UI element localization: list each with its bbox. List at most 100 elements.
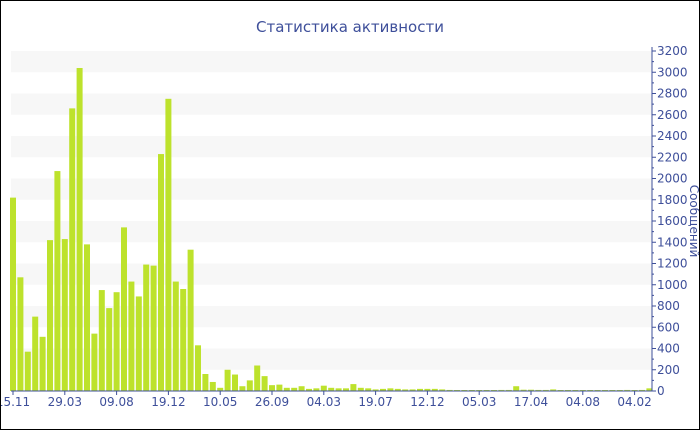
- bar: [350, 384, 357, 391]
- bar: [187, 249, 194, 391]
- bar: [550, 389, 557, 391]
- y-tick-label: 1400: [657, 235, 688, 249]
- bar: [217, 387, 224, 391]
- bar: [276, 384, 283, 391]
- grid-band: [11, 178, 652, 200]
- y-tick-label: 200: [657, 363, 680, 377]
- y-tick-label: 0: [657, 384, 665, 398]
- y-tick-label: 2800: [657, 87, 688, 101]
- y-tick-label: 3200: [657, 44, 688, 58]
- x-tick-label: 04.03: [307, 395, 341, 409]
- bar: [47, 240, 53, 391]
- bar: [54, 171, 61, 391]
- bar: [409, 389, 416, 391]
- x-tick-label: 12.12: [410, 395, 444, 409]
- bar: [32, 316, 39, 391]
- y-tick-label: 3000: [657, 65, 688, 79]
- bar: [424, 388, 431, 391]
- bar: [39, 336, 46, 391]
- y-tick-label: 1600: [657, 214, 688, 228]
- bar: [446, 389, 453, 391]
- bar: [380, 388, 386, 391]
- bar: [180, 289, 187, 391]
- bar: [528, 389, 534, 391]
- bar: [387, 388, 394, 391]
- grid-band: [11, 136, 652, 158]
- grid-band: [11, 93, 652, 115]
- bar: [291, 387, 298, 391]
- bar: [17, 277, 24, 391]
- bar: [246, 380, 253, 391]
- x-tick-label: 26.09: [255, 395, 289, 409]
- bar: [224, 369, 231, 391]
- chart-title: Статистика активности: [256, 18, 444, 36]
- bar: [402, 389, 409, 391]
- bar: [394, 388, 401, 391]
- bar: [113, 292, 120, 391]
- y-tick-label: 2600: [657, 108, 688, 122]
- bar: [150, 265, 157, 391]
- bar: [143, 264, 150, 391]
- bar: [357, 387, 364, 391]
- bar: [505, 389, 512, 391]
- x-tick-label: 17.04: [514, 395, 548, 409]
- bar: [261, 376, 268, 391]
- bar: [520, 389, 527, 391]
- bar: [76, 68, 83, 391]
- bar: [542, 389, 549, 391]
- bar: [372, 389, 379, 391]
- grid-band: [11, 51, 652, 73]
- bar: [498, 389, 505, 391]
- bar: [239, 386, 246, 391]
- x-tick-label: 09.08: [99, 395, 133, 409]
- bar: [298, 386, 305, 391]
- bar: [365, 388, 372, 391]
- x-tick-label: 19.12: [151, 395, 185, 409]
- bar: [639, 389, 645, 391]
- bar: [343, 388, 349, 391]
- y-tick-label: 800: [657, 299, 680, 313]
- bar: [158, 154, 164, 391]
- bar: [24, 351, 31, 391]
- bar: [646, 388, 653, 391]
- x-tick-label: 19.07: [358, 395, 392, 409]
- bar: [202, 374, 209, 391]
- bar: [439, 389, 446, 391]
- bar: [135, 296, 142, 391]
- y-tick-label: 1200: [657, 257, 688, 271]
- bar: [232, 374, 238, 391]
- bar: [121, 227, 127, 391]
- bar: [106, 308, 113, 391]
- bar: [84, 244, 90, 391]
- bar: [513, 386, 520, 391]
- bar: [254, 365, 261, 391]
- y-axis-label: Сообщений: [687, 185, 700, 258]
- bar: [431, 388, 438, 391]
- bar: [535, 389, 542, 391]
- y-tick-label: 2000: [657, 172, 688, 186]
- x-tick-label: 04.08: [566, 395, 600, 409]
- bar: [172, 281, 179, 391]
- bar: [61, 239, 68, 391]
- x-tick-label: 15.11: [1, 395, 30, 409]
- bar: [417, 388, 423, 391]
- y-tick-label: 2200: [657, 150, 688, 164]
- bar: [283, 387, 290, 391]
- bar: [269, 385, 275, 391]
- bar: [320, 385, 327, 391]
- grid-band: [11, 263, 652, 285]
- y-tick-label: 1800: [657, 193, 688, 207]
- x-tick-label: 10.05: [203, 395, 237, 409]
- y-tick-label: 600: [657, 320, 680, 334]
- x-tick-label: 04.02: [617, 395, 651, 409]
- y-tick-label: 2400: [657, 129, 688, 143]
- x-tick-label: 05.03: [462, 395, 496, 409]
- bar: [209, 381, 216, 391]
- y-tick-label: 1000: [657, 278, 688, 292]
- bar: [165, 98, 172, 391]
- bar: [91, 333, 98, 391]
- bar: [69, 108, 76, 391]
- bar: [306, 388, 312, 391]
